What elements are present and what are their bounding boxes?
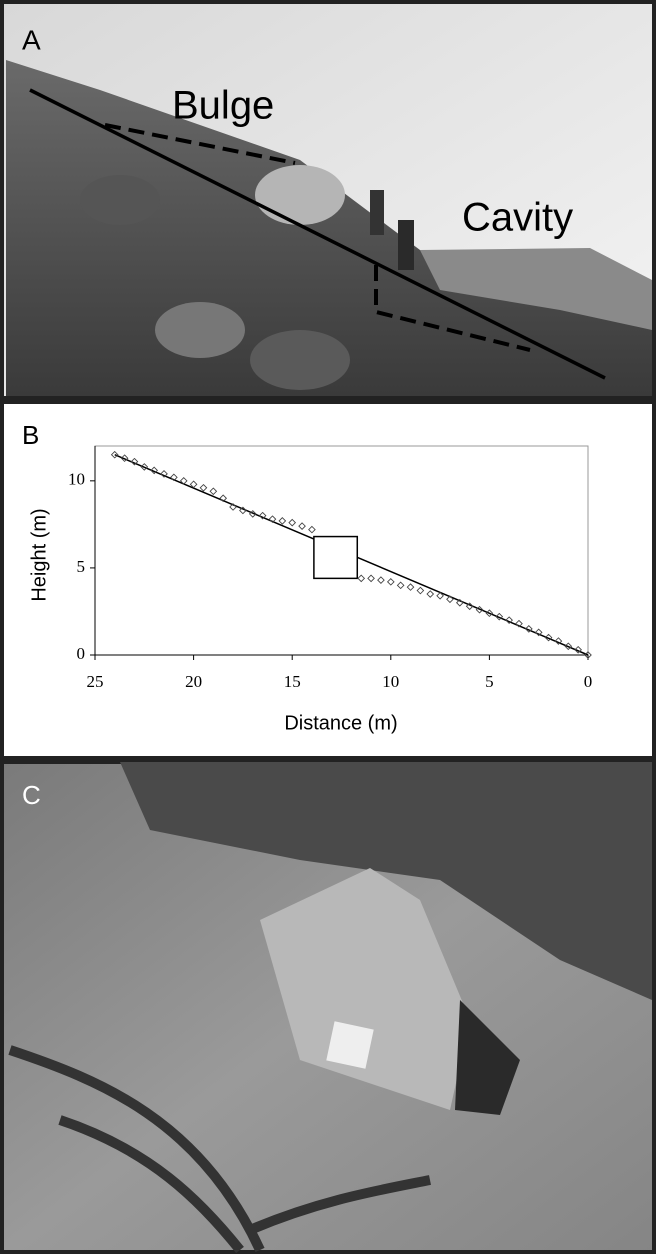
- scale-card: [326, 1021, 374, 1069]
- data-point: [160, 470, 168, 478]
- data-point: [534, 628, 543, 637]
- brush: [120, 762, 652, 1000]
- data-point: [248, 510, 257, 518]
- panel-a: A Bulge Cavity: [0, 0, 656, 400]
- boulder: [155, 302, 245, 358]
- data-point: [140, 463, 149, 471]
- data-point: [130, 457, 139, 466]
- data-point: [436, 591, 444, 600]
- data-point: [485, 609, 494, 618]
- data-point: [170, 473, 178, 482]
- data-point: [554, 637, 563, 645]
- bulge-line: [104, 123, 296, 165]
- highlight-box: [313, 535, 359, 580]
- boulder: [255, 165, 345, 225]
- cavity-line: [374, 265, 531, 352]
- panel-label: A: [22, 24, 41, 55]
- x-tick-label: 25: [87, 672, 104, 691]
- data-point: [465, 602, 474, 611]
- x-tick-label: 15: [284, 672, 301, 691]
- person: [370, 190, 384, 235]
- data-point: [416, 586, 425, 595]
- data-point: [377, 576, 385, 584]
- data-point: [367, 574, 375, 583]
- shadow: [455, 1000, 520, 1115]
- data-point: [189, 480, 198, 489]
- data-point: [525, 625, 533, 633]
- x-axis-label: Distance (m): [284, 712, 397, 734]
- data-point: [209, 487, 218, 496]
- x-tick-label: 0: [584, 672, 593, 691]
- data-point: [219, 494, 228, 503]
- data-point: [446, 595, 454, 604]
- x-tick-label: 20: [185, 672, 202, 691]
- boulder: [260, 868, 470, 1110]
- y-tick-label: 10: [68, 470, 85, 489]
- annotation: Cavity: [462, 196, 573, 240]
- data-point: [396, 581, 405, 590]
- distant-ridge: [420, 248, 652, 330]
- data-point: [199, 483, 208, 492]
- data-point: [455, 598, 464, 607]
- data-point: [574, 645, 582, 654]
- panel-c: C: [0, 760, 656, 1254]
- boulder: [250, 330, 350, 390]
- data-point: [150, 466, 158, 475]
- data-point: [179, 476, 188, 485]
- data-point: [268, 515, 277, 523]
- data-point: [239, 506, 247, 515]
- panel-label: B: [22, 420, 39, 450]
- data-point: [357, 574, 366, 583]
- annotation: Bulge: [172, 84, 274, 128]
- data-point: [120, 454, 129, 463]
- data-point: [298, 522, 306, 530]
- slope-line: [29, 88, 606, 380]
- data-point: [584, 651, 592, 659]
- data-point: [544, 633, 553, 642]
- data-point: [515, 619, 523, 628]
- boulder: [80, 175, 160, 225]
- x-tick-label: 5: [485, 672, 494, 691]
- panel-label: C: [22, 780, 41, 810]
- y-tick-label: 0: [77, 644, 86, 663]
- branches: [8, 1045, 431, 1254]
- data-point: [288, 518, 297, 527]
- data-point: [406, 583, 415, 591]
- x-tick-label: 10: [382, 672, 399, 691]
- person: [398, 220, 414, 270]
- data-point: [495, 612, 504, 621]
- data-point: [475, 605, 484, 614]
- data-point: [308, 525, 316, 534]
- data-point: [426, 590, 435, 598]
- panel-frame: [0, 400, 656, 760]
- data-point: [278, 517, 287, 525]
- data-point: [564, 642, 573, 651]
- panel-b: B Distance (m) Height (m) 0 5 10 25 20 15 10 5 0: [0, 400, 656, 760]
- data-point: [258, 511, 267, 520]
- data-point: [505, 616, 513, 625]
- data-point: [229, 503, 237, 511]
- data-point: [386, 578, 395, 586]
- data-point: [110, 450, 119, 459]
- y-axis-label: Height (m): [28, 508, 50, 601]
- y-tick-label: 5: [77, 557, 86, 576]
